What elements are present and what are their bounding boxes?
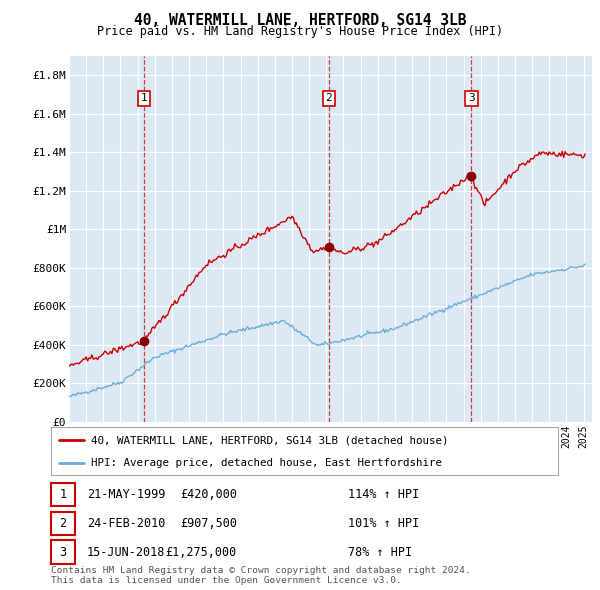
Text: £1,275,000: £1,275,000 <box>166 546 237 559</box>
Text: 101% ↑ HPI: 101% ↑ HPI <box>348 517 419 530</box>
Text: HPI: Average price, detached house, East Hertfordshire: HPI: Average price, detached house, East… <box>91 458 442 468</box>
Text: £420,000: £420,000 <box>180 488 237 501</box>
Text: 3: 3 <box>59 546 67 559</box>
Text: 21-MAY-1999: 21-MAY-1999 <box>87 488 166 501</box>
Text: 2: 2 <box>326 93 332 103</box>
Text: 40, WATERMILL LANE, HERTFORD, SG14 3LB: 40, WATERMILL LANE, HERTFORD, SG14 3LB <box>134 13 466 28</box>
Text: 78% ↑ HPI: 78% ↑ HPI <box>348 546 412 559</box>
Text: 1: 1 <box>141 93 148 103</box>
Text: 24-FEB-2010: 24-FEB-2010 <box>87 517 166 530</box>
Text: Price paid vs. HM Land Registry's House Price Index (HPI): Price paid vs. HM Land Registry's House … <box>97 25 503 38</box>
Text: £907,500: £907,500 <box>180 517 237 530</box>
Text: 15-JUN-2018: 15-JUN-2018 <box>87 546 166 559</box>
Text: Contains HM Land Registry data © Crown copyright and database right 2024.
This d: Contains HM Land Registry data © Crown c… <box>51 566 471 585</box>
Text: 3: 3 <box>468 93 475 103</box>
Text: 114% ↑ HPI: 114% ↑ HPI <box>348 488 419 501</box>
Text: 40, WATERMILL LANE, HERTFORD, SG14 3LB (detached house): 40, WATERMILL LANE, HERTFORD, SG14 3LB (… <box>91 435 448 445</box>
Text: 2: 2 <box>59 517 67 530</box>
Text: 1: 1 <box>59 488 67 501</box>
